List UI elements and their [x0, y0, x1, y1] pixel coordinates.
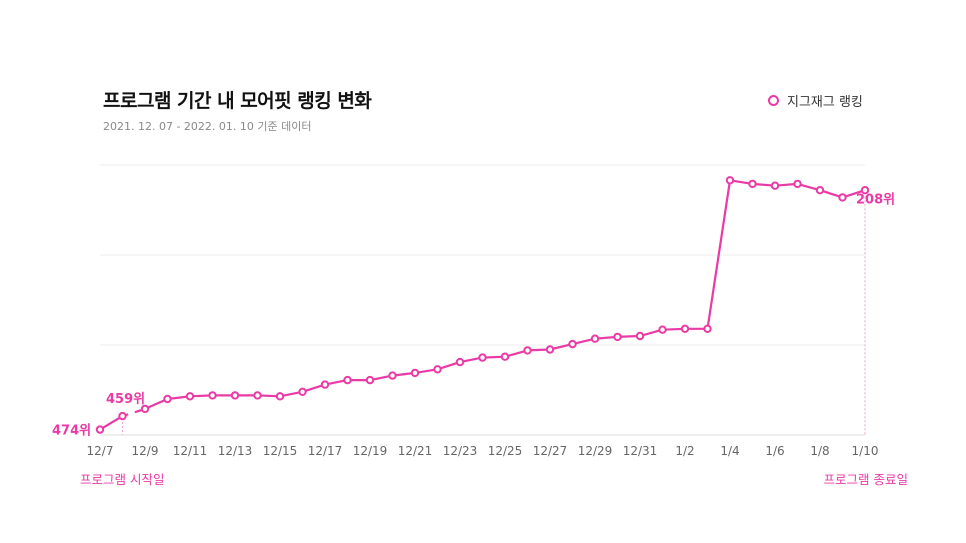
- x-tick-label: 12/13: [218, 444, 253, 458]
- data-point: [95, 425, 105, 434]
- annotations: 프로그램 시작일 프로그램 종료일: [80, 472, 908, 487]
- data-point: [253, 391, 262, 400]
- legend: 지그재그 랭킹: [768, 91, 863, 110]
- x-tick-label: 12/9: [132, 444, 159, 458]
- data-point: [680, 324, 690, 333]
- annotation-program-start: 프로그램 시작일: [80, 472, 164, 487]
- data-point: [455, 357, 465, 367]
- data-point: [230, 391, 240, 400]
- data-point: [388, 371, 397, 380]
- chart-title: 프로그램 기간 내 모어핏 랭킹 변화: [103, 90, 372, 112]
- point-label-start: 474위: [52, 424, 91, 439]
- data-point: [343, 375, 352, 385]
- data-point: [545, 345, 555, 354]
- chart-subtitle: 2021. 12. 07 - 2022. 01. 10 기준 데이터: [103, 120, 312, 133]
- x-tick-label: 12/19: [353, 444, 388, 458]
- data-point: [185, 392, 195, 401]
- data-point: [500, 352, 510, 361]
- data-point: [838, 193, 847, 202]
- data-point: [815, 186, 825, 195]
- data-point: [163, 394, 172, 404]
- data-point: [590, 334, 600, 343]
- data-point: [140, 404, 150, 414]
- data-point: [298, 387, 307, 396]
- data-point: [433, 365, 442, 374]
- x-tick-label: 12/31: [623, 444, 658, 458]
- data-point: [568, 339, 577, 349]
- point-label-program-start: 459위: [106, 392, 145, 407]
- x-tick-label: 12/11: [173, 444, 208, 458]
- x-tick-label: 1/2: [675, 444, 694, 458]
- x-tick-label: 12/25: [488, 444, 523, 458]
- data-point: [658, 325, 667, 334]
- x-tick-label: 12/21: [398, 444, 433, 458]
- annotation-program-end: 프로그램 종료일: [824, 472, 908, 487]
- data-point: [725, 176, 735, 185]
- data-point: [410, 368, 420, 378]
- data-point: [860, 186, 870, 195]
- x-tick-label: 12/17: [308, 444, 343, 458]
- legend-marker-icon: [768, 95, 779, 106]
- data-point: [478, 353, 487, 362]
- data-point: [320, 380, 330, 389]
- x-tick-label: 12/29: [578, 444, 613, 458]
- data-point: [118, 411, 127, 421]
- data-point: [703, 324, 712, 333]
- x-tick-label: 12/15: [263, 444, 298, 458]
- x-tick-label: 1/6: [765, 444, 784, 458]
- data-point: [613, 332, 622, 342]
- point-label-end: 208위: [856, 192, 895, 207]
- series-line: [99, 415, 124, 431]
- grid-lines: [100, 164, 865, 436]
- x-tick-label: 1/8: [810, 444, 829, 458]
- data-point: [275, 392, 285, 401]
- series-line: [144, 179, 866, 410]
- data-point: [635, 331, 645, 341]
- x-tick-label: 12/27: [533, 444, 568, 458]
- x-tick-label: 12/23: [443, 444, 478, 458]
- data-point: [523, 346, 532, 355]
- data-point: [770, 181, 780, 190]
- data-point: [748, 179, 757, 189]
- x-tick-label: 1/10: [852, 444, 879, 458]
- legend-label: 지그재그 랭킹: [787, 95, 863, 110]
- point-labels: 474위 459위 208위: [52, 192, 895, 438]
- series-layer: [95, 176, 870, 434]
- x-axis-ticks: 12/7 12/9 12/11 12/13 12/15 12/17 12/19 12/21 12…: [87, 444, 879, 458]
- data-point: [208, 391, 217, 400]
- data-point: [793, 179, 802, 189]
- x-tick-label: 12/7: [87, 444, 114, 458]
- data-point: [365, 375, 375, 385]
- x-tick-label: 1/4: [720, 444, 739, 458]
